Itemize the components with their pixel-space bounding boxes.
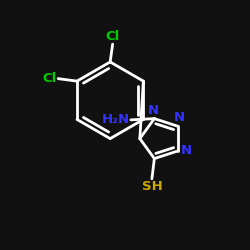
Text: Cl: Cl bbox=[43, 72, 57, 85]
Text: N: N bbox=[148, 104, 159, 117]
Text: N: N bbox=[181, 144, 192, 158]
Text: SH: SH bbox=[142, 180, 162, 193]
Text: H₂N: H₂N bbox=[102, 113, 130, 126]
Text: Cl: Cl bbox=[106, 30, 120, 43]
Text: N: N bbox=[174, 111, 185, 124]
